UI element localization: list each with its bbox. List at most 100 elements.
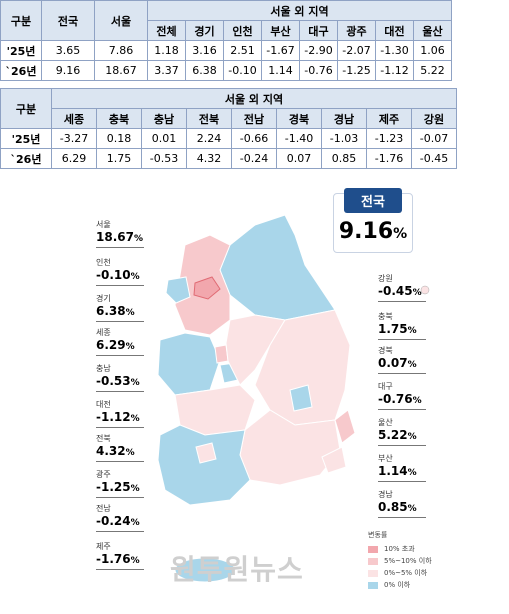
legend-item: 0% 이하 xyxy=(368,579,432,591)
row-label: '25년 xyxy=(0,128,52,149)
table-cell: -3.27 xyxy=(51,128,97,149)
table-cell: 2.24 xyxy=(186,128,232,149)
col-header: 울산 xyxy=(413,20,452,41)
table-cell: -1.12 xyxy=(375,60,414,81)
region-value: 1.75% xyxy=(378,322,417,337)
table-cell: 6.29 xyxy=(51,148,97,169)
region-callout: 전남 -0.24% xyxy=(96,502,156,532)
seoul-cell: 18.67 xyxy=(94,60,148,81)
table-cell: 0.85 xyxy=(321,148,367,169)
region-value: -1.12% xyxy=(96,410,140,425)
region-value: 4.32% xyxy=(96,444,135,459)
col-header: 제주 xyxy=(366,108,412,129)
region-callout: 서울 18.67% xyxy=(96,218,156,248)
region-callout: 인천 -0.10% xyxy=(96,256,156,286)
region-value: -1.25% xyxy=(96,480,140,495)
col-header: 세종 xyxy=(51,108,97,129)
row-label: `26년 xyxy=(0,60,42,81)
region-callout: 경남 0.85% xyxy=(378,488,438,518)
region-callout: 울산 5.22% xyxy=(378,416,438,446)
callout-underline xyxy=(378,339,426,340)
region-callout: 부산 1.14% xyxy=(378,452,438,482)
callout-underline xyxy=(378,517,426,518)
row-label: '25년 xyxy=(0,40,42,61)
region-value: 18.67% xyxy=(96,230,143,245)
col-header: 전체 xyxy=(147,20,186,41)
callout-underline xyxy=(96,285,144,286)
region-name: 대구 xyxy=(378,382,393,391)
korea-region-map xyxy=(157,214,430,583)
region-name: 제주 xyxy=(96,542,111,551)
region-callout: 전북 4.32% xyxy=(96,432,156,462)
row-label: `26년 xyxy=(0,148,52,169)
table-cell: 0.07 xyxy=(276,148,322,169)
table-cell: -0.10 xyxy=(223,60,262,81)
region-callout: 충북 1.75% xyxy=(378,310,438,340)
national-value: 9.16% xyxy=(338,219,408,244)
region-value: 5.22% xyxy=(378,428,417,443)
region-value: 0.85% xyxy=(378,500,417,515)
region-jeju xyxy=(174,557,236,583)
table-cell: -1.67 xyxy=(261,40,300,61)
region-value: 6.29% xyxy=(96,338,135,353)
table-cell: 0.01 xyxy=(141,128,187,149)
national-badge: 전국 9.16% xyxy=(333,188,413,253)
col-header: 대전 xyxy=(375,20,414,41)
callout-underline xyxy=(378,373,426,374)
callout-underline xyxy=(96,247,144,248)
col-header: 광주 xyxy=(337,20,376,41)
callout-underline xyxy=(378,481,426,482)
region-jeonnam xyxy=(157,424,251,506)
region-gangwon xyxy=(219,214,336,321)
region-callout: 충남 -0.53% xyxy=(96,362,156,392)
col-header: 인천 xyxy=(223,20,262,41)
callout-underline xyxy=(96,427,144,428)
map-legend: 변동률 10% 초과 5%~10% 이하 0%~5% 이하 0% 이하 xyxy=(368,530,432,591)
table-cell: 5.22 xyxy=(413,60,452,81)
region-name: 전남 xyxy=(96,504,111,513)
region-callout: 광주 -1.25% xyxy=(96,468,156,498)
legend-item: 5%~10% 이하 xyxy=(368,555,432,567)
region-callout: 제주 -1.76% xyxy=(96,540,156,570)
callout-underline xyxy=(96,531,144,532)
row-header: 구분 xyxy=(0,0,42,41)
table-cell: 3.16 xyxy=(185,40,224,61)
table-cell: 1.14 xyxy=(261,60,300,81)
col-header: 충남 xyxy=(141,108,187,129)
col-header: 대구 xyxy=(299,20,338,41)
region-name: 충북 xyxy=(378,312,393,321)
callout-underline xyxy=(96,355,144,356)
region-value: -0.76% xyxy=(378,392,422,407)
table-cell: -0.53 xyxy=(141,148,187,169)
region-name: 충남 xyxy=(96,364,111,373)
region-callout: 대구 -0.76% xyxy=(378,380,438,410)
legend-title: 변동률 xyxy=(368,531,388,539)
watermark: 원투원뉴스 xyxy=(170,553,304,586)
col-header: 경북 xyxy=(276,108,322,129)
legend-label: 0%~5% 이하 xyxy=(384,569,428,577)
callout-underline xyxy=(378,409,426,410)
table-cell: -0.66 xyxy=(231,128,277,149)
legend-swatch xyxy=(368,557,378,565)
seoul-header: 서울 xyxy=(94,0,148,41)
callout-underline xyxy=(378,301,426,302)
table-cell: -1.03 xyxy=(321,128,367,149)
table-cell: -1.25 xyxy=(337,60,376,81)
region-callout: 세종 6.29% xyxy=(96,326,156,356)
col-header: 전남 xyxy=(231,108,277,129)
row-header: 구분 xyxy=(0,88,52,129)
outside-seoul-header: 서울 외 지역 xyxy=(147,0,452,21)
region-chungnam xyxy=(157,332,221,396)
table-cell: -0.24 xyxy=(231,148,277,169)
region-value: 6.38% xyxy=(96,304,135,319)
region-busan xyxy=(321,446,347,474)
region-value: -0.10% xyxy=(96,268,140,283)
table-cell: -0.76 xyxy=(299,60,338,81)
national-label: 전국 xyxy=(344,188,402,213)
table-cell: 2.51 xyxy=(223,40,262,61)
table-cell: 6.38 xyxy=(185,60,224,81)
region-name: 광주 xyxy=(96,470,111,479)
region-callout: 경기 6.38% xyxy=(96,292,156,322)
national-cell: 3.65 xyxy=(41,40,95,61)
region-name: 세종 xyxy=(96,328,111,337)
